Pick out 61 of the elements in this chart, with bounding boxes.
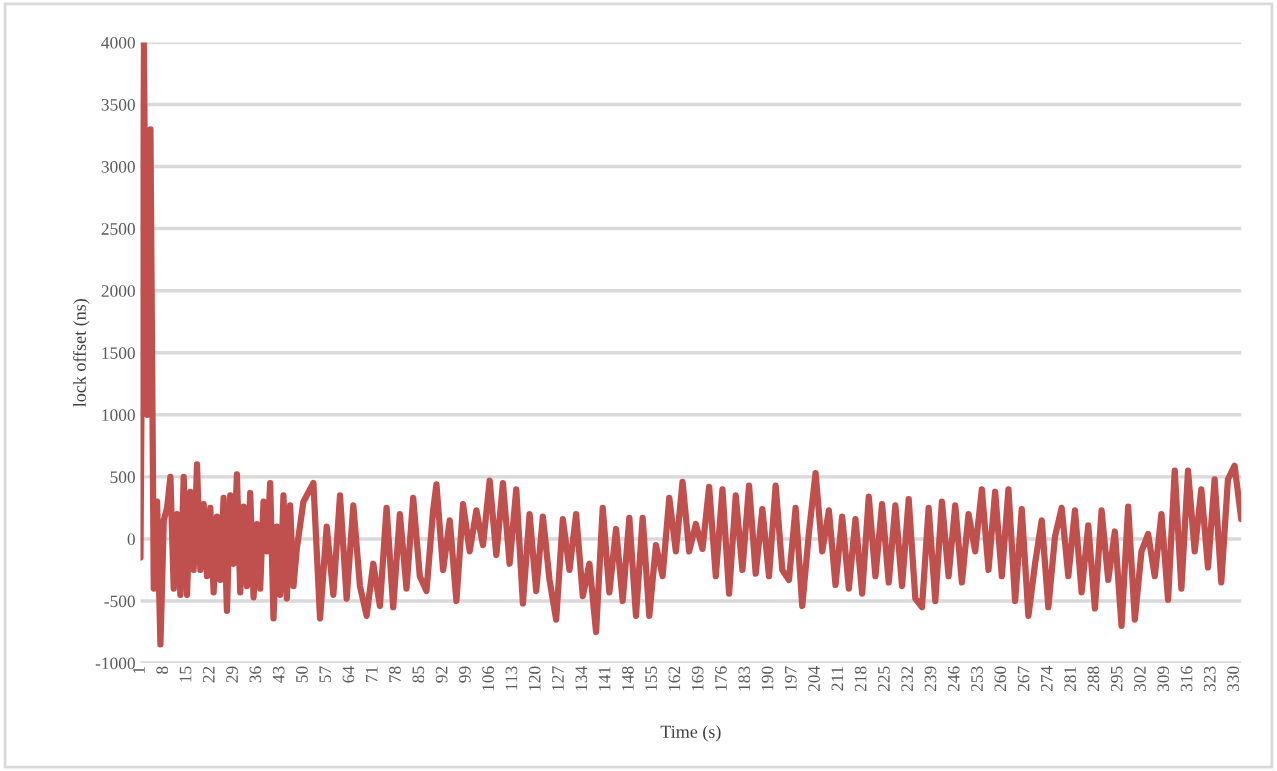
y-tick-label: 500 [110,471,135,484]
x-tick-label: 302 [1134,666,1146,692]
x-tick-label: 29 [226,666,238,683]
y-tick-label: 3500 [101,98,135,111]
x-tick-label: 134 [575,666,588,691]
x-tick-label: 1 [133,666,145,673]
x-tick-label: 211 [831,666,844,691]
x-tick-label: 92 [435,666,448,683]
x-tick-label: 176 [715,666,727,691]
y-tick-label: 2500 [101,223,135,235]
x-tick-label: 85 [412,666,425,683]
x-tick-label: 190 [761,666,774,691]
y-tick-label: -500 [104,595,135,608]
x-tick-label: 232 [901,666,914,692]
x-tick-label: 43 [272,666,285,683]
x-tick-label: 78 [389,666,401,683]
y-axis-title: lock offset (ns) [72,299,90,407]
x-tick-label: 239 [924,666,937,692]
x-tick-label: 281 [1064,666,1076,692]
x-tick-label: 106 [482,666,494,691]
x-tick-label: 204 [808,666,820,692]
y-tick-label: 0 [127,533,135,546]
x-tick-label: 197 [784,666,797,691]
x-tick-label: 246 [947,666,960,692]
x-tick-label: 309 [1157,666,1170,692]
x-tick-label: 57 [319,666,332,683]
x-tick-label: 183 [738,666,751,691]
x-tick-label: 225 [878,666,890,692]
x-tick-label: 253 [971,666,983,692]
x-tick-label: 99 [459,666,471,683]
x-tick-label: 36 [249,666,262,683]
x-axis-title: Time (s) [660,725,721,742]
x-tick-label: 288 [1087,666,1100,692]
x-tick-label: 15 [179,666,192,682]
x-tick-label: 22 [202,666,215,683]
x-tick-label: 295 [1110,666,1123,692]
y-tick-label: 4000 [101,36,135,49]
x-tick-label: 260 [994,666,1007,692]
x-tick-label: 50 [296,666,308,683]
x-tick-label: 267 [1017,666,1030,692]
x-tick-label: 141 [598,666,611,691]
y-tick-label: 3000 [101,161,135,173]
x-tick-label: 274 [1041,666,1053,692]
x-tick-label: 8 [156,666,169,674]
x-tick-label: 162 [668,666,681,691]
x-tick-label: 218 [854,666,867,692]
x-tick-label: 113 [505,666,518,690]
y-tick-label: 1500 [102,347,135,359]
x-tick-label: 64 [342,666,355,683]
x-tick-label: 120 [528,666,541,691]
x-tick-label: 155 [645,666,657,691]
x-tick-label: 316 [1180,666,1193,692]
x-tick-label: 71 [365,666,378,683]
x-tick-label: 323 [1203,666,1216,692]
x-tick-label: 127 [552,666,564,691]
y-tick-label: -1000 [95,657,135,670]
x-tick-label: 169 [691,666,704,691]
y-tick-label: 2000 [101,285,135,297]
x-tick-label: 148 [621,666,634,691]
y-tick-label: 1000 [102,409,135,421]
x-tick-label: 330 [1227,666,1239,692]
